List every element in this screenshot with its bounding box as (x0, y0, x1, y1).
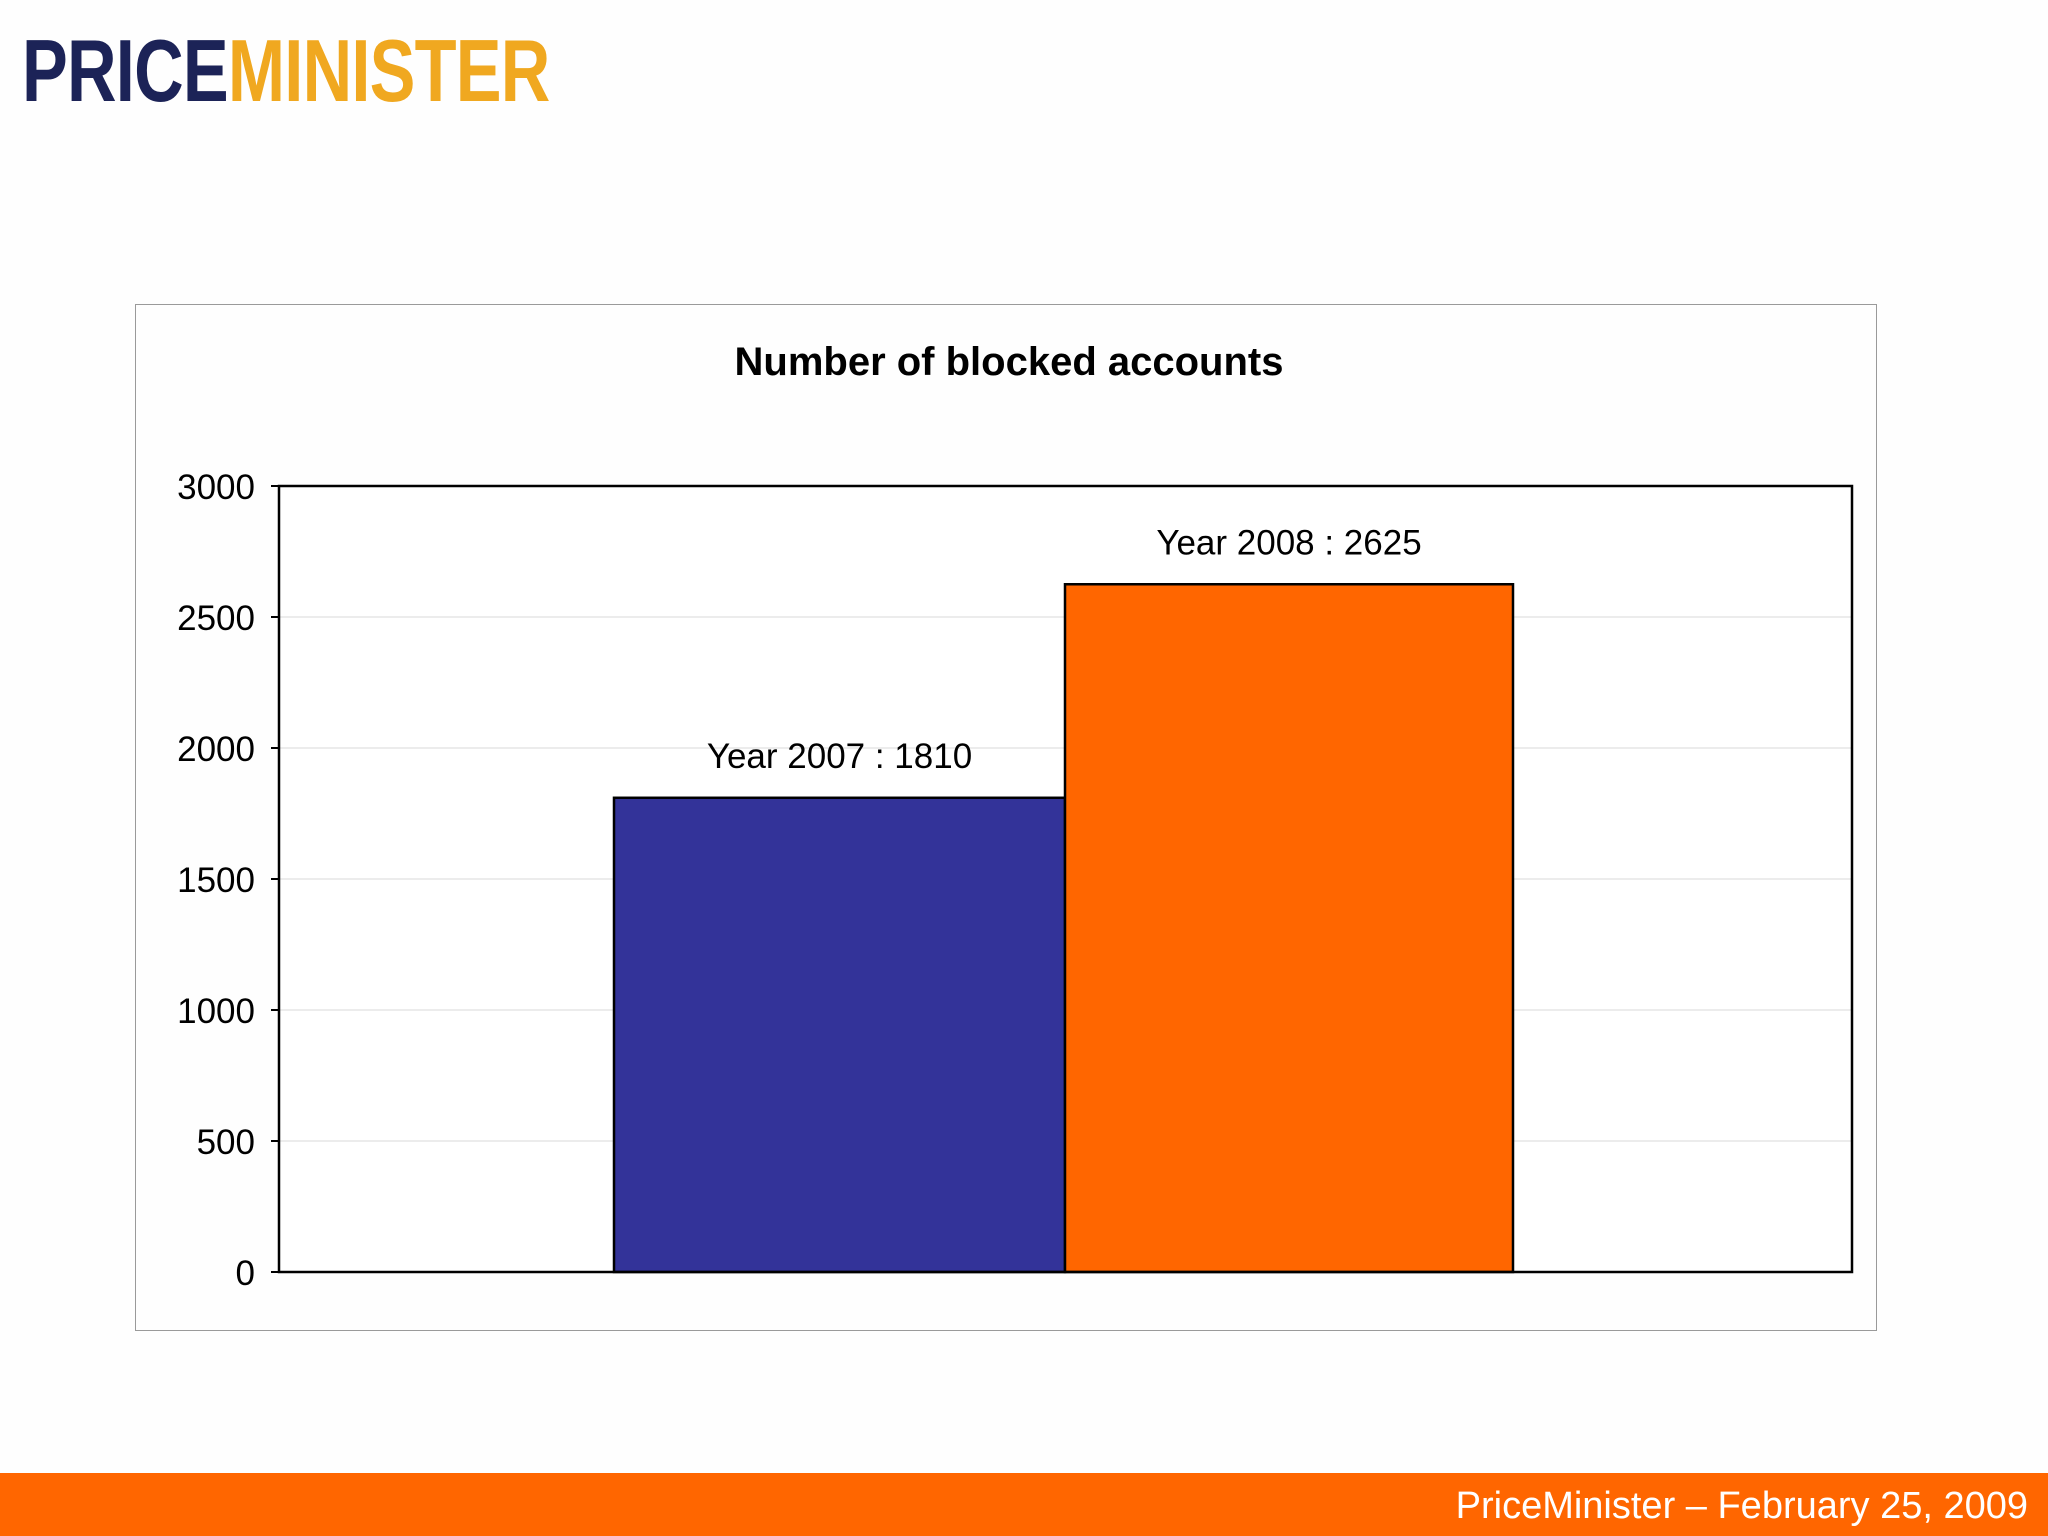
logo-part-minister: MINISTER (227, 21, 550, 120)
footer-text: PriceMinister – February 25, 2009 (1455, 1485, 2028, 1527)
axes: 0 500 1000 1500 2000 2500 3000 (177, 468, 1854, 1293)
bar-data-label: Year 2008 : 2625 (1156, 523, 1421, 562)
y-tick-label: 500 (197, 1123, 255, 1162)
y-tick-label: 1500 (177, 861, 255, 900)
y-tick-label: 3000 (177, 468, 255, 507)
priceminister-logo: PRICEMINISTER (22, 26, 550, 116)
y-tick-label: 0 (236, 1254, 255, 1293)
y-tick-label: 1000 (177, 992, 255, 1031)
bar-chart: Number of blocked accounts 0 500 1000 1500 2… (177, 340, 1854, 1293)
y-tick-label: 2000 (177, 730, 255, 769)
plot-border (277, 484, 1854, 1274)
logo-part-price: PRICE (22, 21, 229, 120)
bars (612, 583, 1515, 1274)
bar-data-label: Year 2007 : 1810 (707, 737, 972, 776)
data-labels: Year 2007 : 1810 Year 2008 : 2625 (707, 523, 1422, 776)
chart-title: Number of blocked accounts (735, 340, 1284, 384)
chart-frame: Number of blocked accounts 0 500 1000 1500 2… (135, 304, 1877, 1331)
y-tick-label: 2500 (177, 599, 255, 638)
bar (612, 796, 1067, 1274)
footer-bar: PriceMinister – February 25, 2009 (0, 1473, 2048, 1536)
bar (1063, 583, 1515, 1274)
